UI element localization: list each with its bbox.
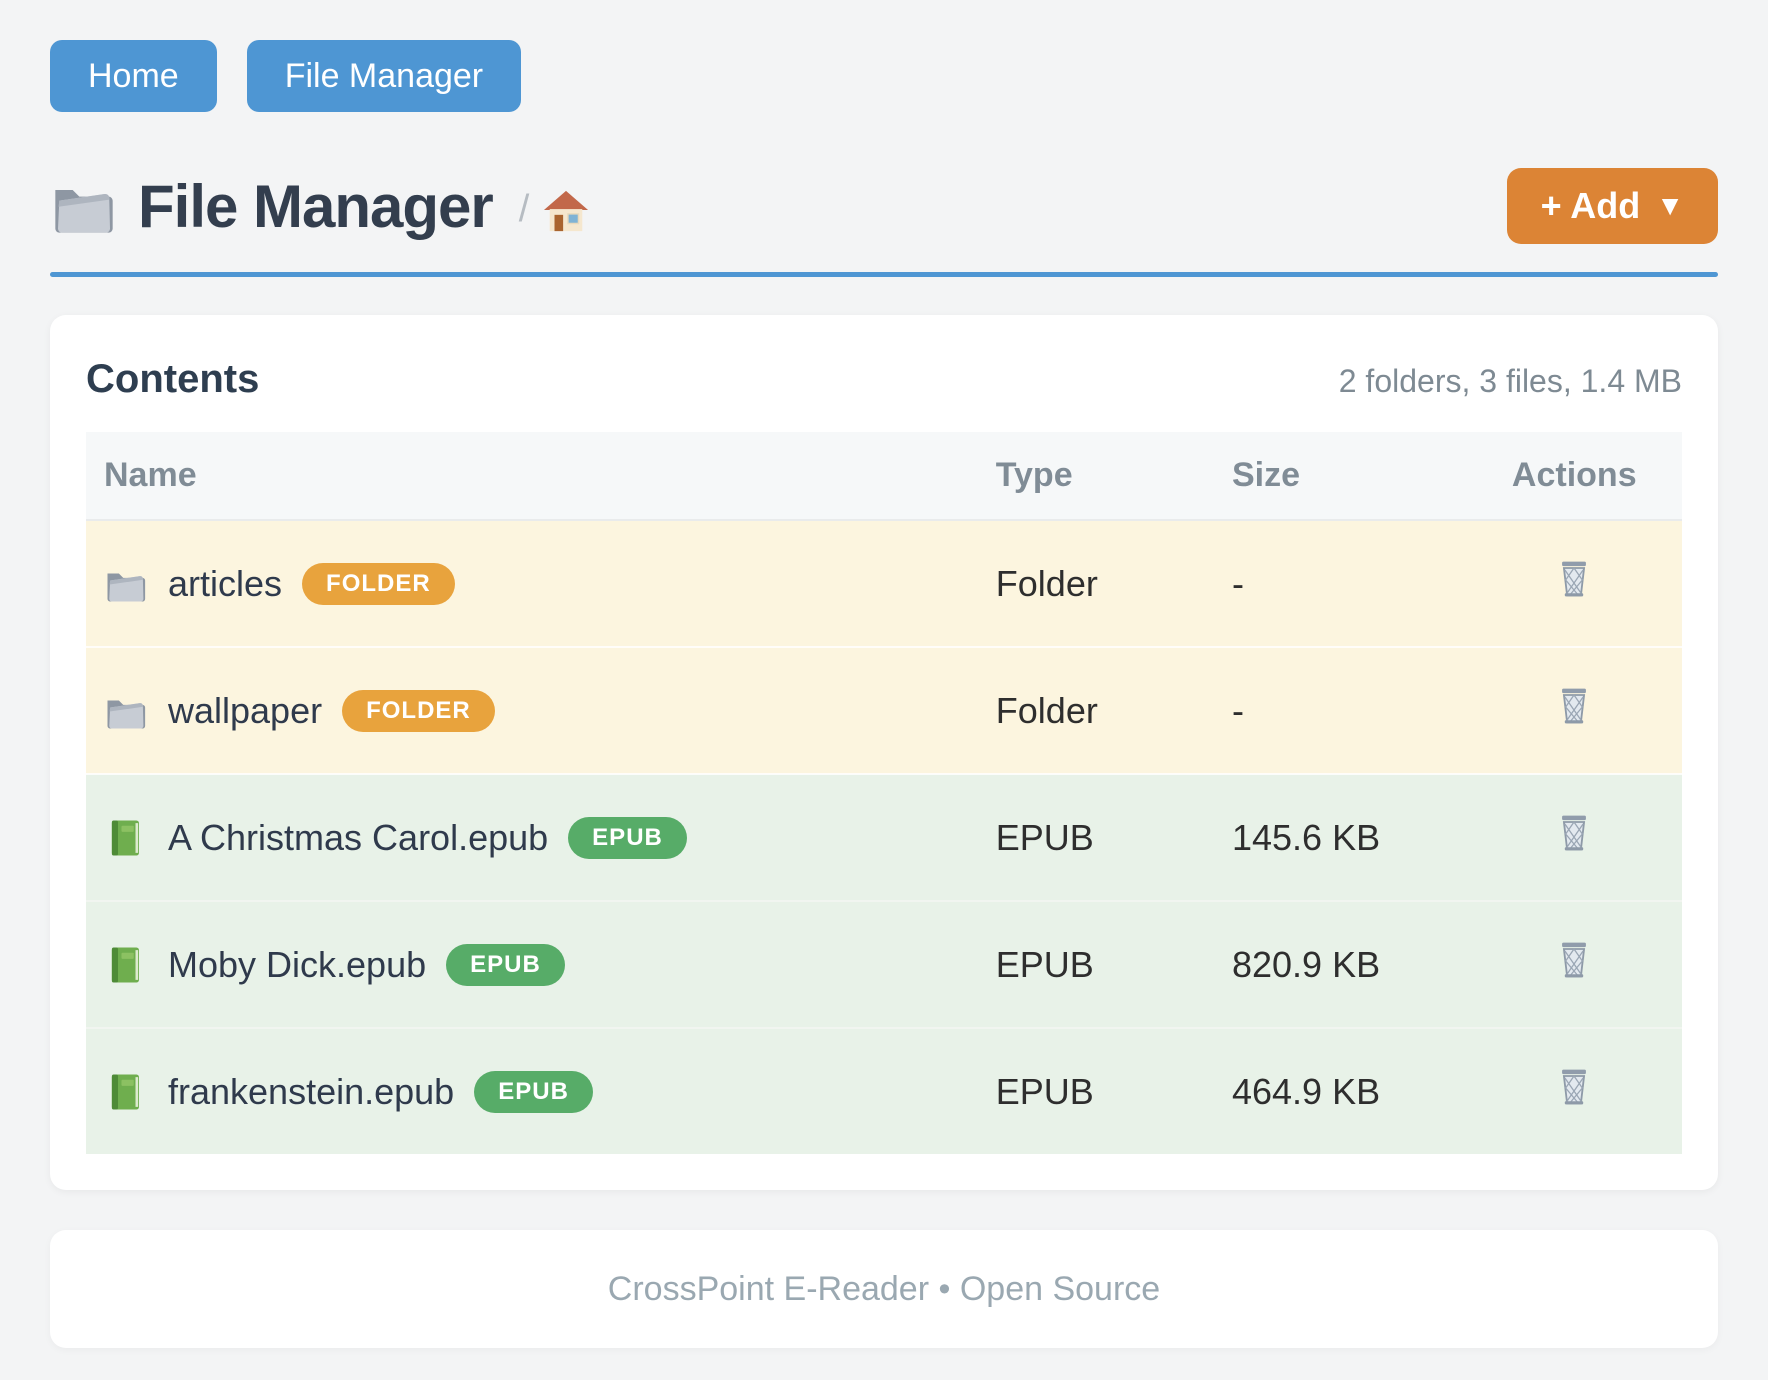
- table-row-wallpaper: wallpaper FOLDER Folder -: [86, 646, 1682, 774]
- table-header-row: Name Type Size Actions: [86, 432, 1682, 521]
- delete-button[interactable]: [1554, 557, 1594, 601]
- nav-file-manager-button[interactable]: File Manager: [246, 40, 522, 112]
- epub-badge: EPUB: [568, 816, 687, 859]
- trash-icon: [1554, 938, 1594, 982]
- book-icon: [104, 817, 146, 859]
- page-title: File Manager: [138, 172, 494, 240]
- epub-badge: EPUB: [446, 943, 565, 986]
- page-header: File Manager / + Add ▼: [50, 168, 1718, 244]
- folder-icon: [104, 690, 146, 732]
- table-row-moby-dick: Moby Dick.epub EPUB EPUB 820.9 KB: [86, 900, 1682, 1028]
- folder-icon: [104, 563, 146, 605]
- title-divider: [50, 272, 1718, 277]
- add-button-label: + Add: [1540, 185, 1641, 226]
- table-row-christmas-carol: A Christmas Carol.epub EPUB EPUB 145.6 K…: [86, 773, 1682, 901]
- file-name-link[interactable]: frankenstein.epub: [168, 1070, 455, 1112]
- footer-text: CrossPoint E-Reader • Open Source: [607, 1269, 1161, 1308]
- file-type: EPUB: [971, 773, 1208, 901]
- file-type: Folder: [971, 646, 1208, 774]
- footer: CrossPoint E-Reader • Open Source: [50, 1230, 1718, 1348]
- file-type: EPUB: [971, 1027, 1208, 1154]
- delete-button[interactable]: [1554, 684, 1594, 728]
- folder-badge: FOLDER: [302, 562, 455, 605]
- file-size: 464.9 KB: [1207, 1027, 1467, 1154]
- column-header-type: Type: [971, 432, 1208, 521]
- delete-button[interactable]: [1554, 811, 1594, 855]
- file-type: EPUB: [971, 900, 1208, 1028]
- trash-icon: [1554, 1065, 1594, 1109]
- file-name-link[interactable]: Moby Dick.epub: [168, 943, 427, 985]
- column-header-actions: Actions: [1466, 432, 1682, 521]
- file-manager-page: Home File Manager File Manager / + Add ▼…: [50, 40, 1718, 1348]
- column-header-size: Size: [1207, 432, 1467, 521]
- file-size: 145.6 KB: [1207, 773, 1467, 901]
- delete-button[interactable]: [1554, 1065, 1594, 1109]
- trash-icon: [1554, 811, 1594, 855]
- folder-badge: FOLDER: [342, 689, 495, 732]
- delete-button[interactable]: [1554, 938, 1594, 982]
- contents-summary: 2 folders, 3 files, 1.4 MB: [1338, 363, 1682, 399]
- file-size: 820.9 KB: [1207, 900, 1467, 1028]
- file-name-link[interactable]: A Christmas Carol.epub: [168, 816, 549, 858]
- file-size: -: [1207, 520, 1467, 647]
- book-icon: [104, 944, 146, 986]
- epub-badge: EPUB: [474, 1070, 593, 1113]
- title-group: File Manager /: [50, 172, 590, 241]
- file-name-link[interactable]: wallpaper: [168, 689, 323, 731]
- file-type: Folder: [971, 520, 1208, 647]
- chevron-down-icon: ▼: [1656, 190, 1684, 221]
- breadcrumb-separator: /: [518, 187, 530, 230]
- file-size: -: [1207, 646, 1467, 774]
- contents-card-header: Contents 2 folders, 3 files, 1.4 MB: [86, 357, 1682, 402]
- add-button[interactable]: + Add ▼: [1506, 168, 1718, 244]
- file-name-link[interactable]: articles: [168, 562, 283, 604]
- files-table: Name Type Size Actions articles FOLDER: [86, 432, 1682, 1154]
- contents-title: Contents: [86, 357, 260, 401]
- table-row-frankenstein: frankenstein.epub EPUB EPUB 464.9 KB: [86, 1027, 1682, 1154]
- book-icon: [104, 1071, 146, 1113]
- trash-icon: [1554, 684, 1594, 728]
- top-nav: Home File Manager: [50, 40, 1718, 112]
- trash-icon: [1554, 557, 1594, 601]
- column-header-name: Name: [86, 432, 972, 521]
- folder-icon: [50, 174, 114, 238]
- breadcrumb-home-icon[interactable]: [543, 188, 590, 234]
- table-row-articles: articles FOLDER Folder -: [86, 520, 1682, 647]
- contents-card: Contents 2 folders, 3 files, 1.4 MB Name…: [50, 315, 1718, 1190]
- nav-home-button[interactable]: Home: [50, 40, 217, 112]
